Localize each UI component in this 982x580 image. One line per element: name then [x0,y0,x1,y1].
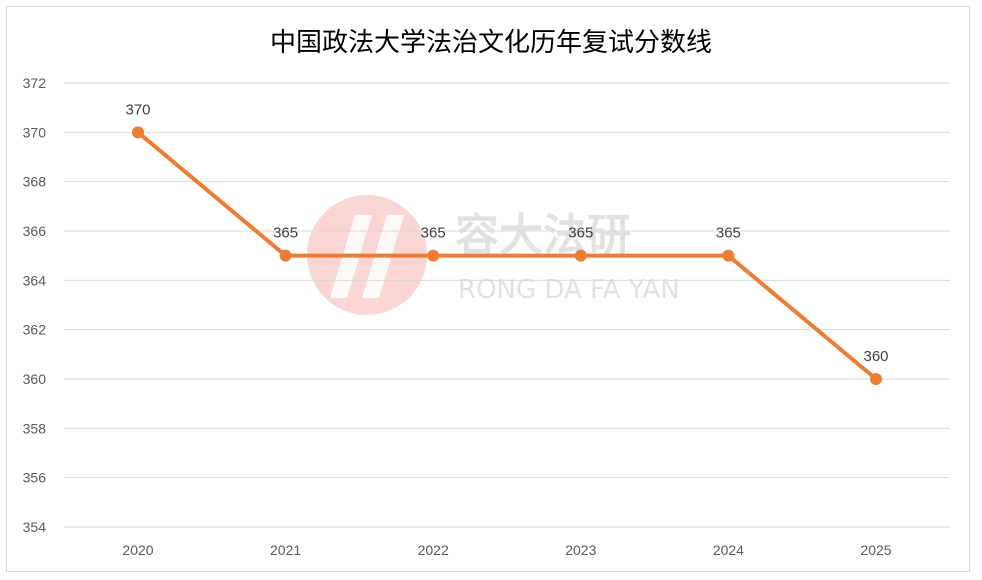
data-point-2024 [722,249,735,262]
x-tick-label-2023: 2023 [565,542,596,558]
data-label-2025: 360 [863,348,888,365]
watermark-name-cn: 容大法研 [455,210,631,261]
chart-title: 中国政法大学法治文化历年复试分数线 [270,28,712,58]
data-label-2020: 370 [125,101,150,118]
x-tick-label-2021: 2021 [270,542,301,558]
series-layer [132,126,882,385]
y-tick-label-366: 366 [23,223,47,239]
data-point-2023 [574,249,587,262]
y-tick-label-360: 360 [23,371,47,387]
y-tick-label-364: 364 [23,272,47,288]
y-tick-label-362: 362 [23,322,47,338]
data-point-2025 [870,373,882,385]
data-label-2024: 365 [716,225,741,242]
series-line [136,130,878,381]
y-tick-label-354: 354 [23,519,47,535]
y-tick-label-370: 370 [23,124,47,140]
data-point-2021 [279,249,292,262]
y-axis-tick-labels: 354 356 358 360 362 364 366 368 370 372 [23,75,47,535]
x-tick-label-2025: 2025 [860,542,891,558]
y-tick-label-356: 356 [23,470,47,486]
data-point-2020 [132,126,144,139]
data-label-2023: 365 [568,225,593,242]
y-tick-label-372: 372 [23,75,47,91]
gridlines [64,82,950,528]
y-tick-label-358: 358 [23,420,47,436]
data-label-2022: 365 [421,225,446,242]
x-tick-label-2020: 2020 [122,542,153,558]
x-tick-label-2024: 2024 [713,542,744,558]
data-labels: 370 365 365 365 365 360 [125,101,888,365]
x-axis-tick-labels: 2020 2021 2022 2023 2024 2025 [122,542,891,558]
x-tick-label-2022: 2022 [418,542,449,558]
watermark-name-en: RONG DA FA YAN [458,275,680,305]
y-tick-label-368: 368 [23,174,47,190]
data-point-2022 [427,249,440,262]
data-label-2021: 365 [273,225,298,242]
